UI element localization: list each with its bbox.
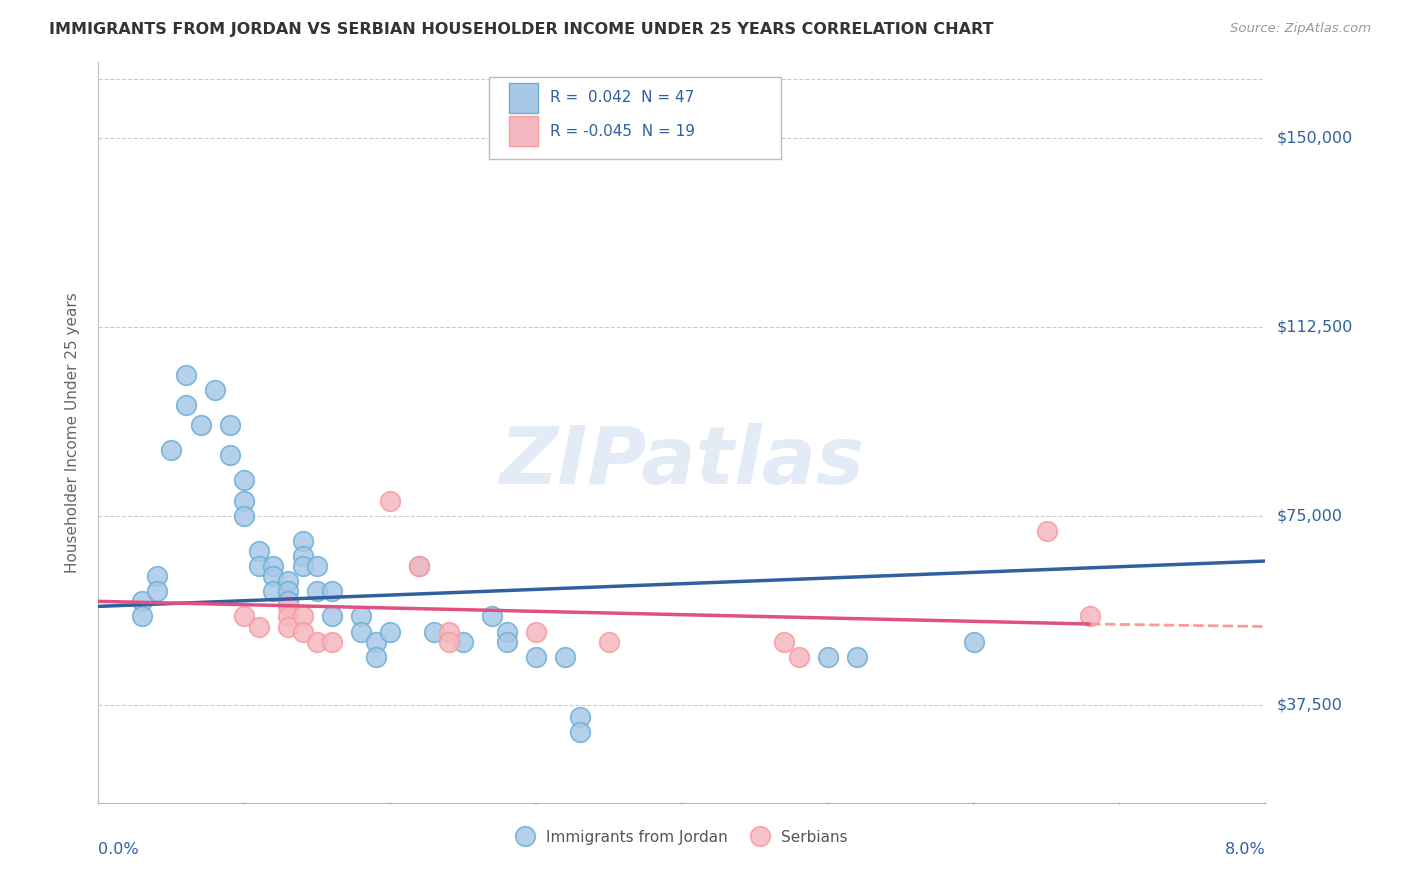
Point bbox=[451, 634, 474, 648]
Point bbox=[291, 559, 314, 574]
Point bbox=[174, 368, 197, 382]
Point bbox=[380, 624, 402, 639]
Text: ZIPatlas: ZIPatlas bbox=[499, 423, 865, 501]
Point bbox=[218, 448, 240, 462]
Point bbox=[437, 634, 460, 648]
Point bbox=[1035, 524, 1057, 538]
Point bbox=[817, 649, 839, 664]
Text: $37,500: $37,500 bbox=[1277, 697, 1343, 712]
Point bbox=[190, 418, 212, 433]
Point bbox=[233, 474, 256, 488]
Point bbox=[277, 574, 299, 589]
Point bbox=[262, 584, 284, 599]
Point bbox=[233, 493, 256, 508]
Point bbox=[1080, 609, 1102, 624]
Point bbox=[364, 649, 387, 664]
Point bbox=[321, 609, 343, 624]
Point bbox=[350, 609, 373, 624]
Point bbox=[321, 634, 343, 648]
Point bbox=[773, 634, 796, 648]
Point bbox=[307, 634, 329, 648]
Point bbox=[146, 584, 169, 599]
Point bbox=[233, 609, 256, 624]
Legend: Immigrants from Jordan, Serbians: Immigrants from Jordan, Serbians bbox=[509, 822, 855, 851]
Point bbox=[131, 594, 153, 608]
Text: R = -0.045  N = 19: R = -0.045 N = 19 bbox=[550, 124, 695, 139]
Point bbox=[262, 569, 284, 583]
Point bbox=[277, 599, 299, 614]
Point bbox=[146, 569, 169, 583]
Point bbox=[598, 634, 620, 648]
Point bbox=[160, 443, 183, 458]
Point bbox=[277, 619, 299, 633]
Text: IMMIGRANTS FROM JORDAN VS SERBIAN HOUSEHOLDER INCOME UNDER 25 YEARS CORRELATION : IMMIGRANTS FROM JORDAN VS SERBIAN HOUSEH… bbox=[49, 22, 994, 37]
Point bbox=[380, 493, 402, 508]
Point bbox=[496, 634, 519, 648]
Text: $150,000: $150,000 bbox=[1277, 130, 1353, 145]
Point bbox=[277, 609, 299, 624]
Point bbox=[524, 624, 547, 639]
Point bbox=[437, 624, 460, 639]
Point bbox=[291, 549, 314, 563]
Point bbox=[408, 559, 430, 574]
Text: 0.0%: 0.0% bbox=[98, 842, 139, 856]
Point bbox=[291, 609, 314, 624]
Point bbox=[174, 398, 197, 412]
Text: R =  0.042  N = 47: R = 0.042 N = 47 bbox=[550, 90, 695, 105]
Point bbox=[408, 559, 430, 574]
Point bbox=[568, 725, 591, 739]
Point bbox=[496, 624, 519, 639]
Point bbox=[204, 383, 226, 397]
Text: $75,000: $75,000 bbox=[1277, 508, 1343, 524]
Text: Source: ZipAtlas.com: Source: ZipAtlas.com bbox=[1230, 22, 1371, 36]
Bar bbox=[509, 83, 538, 112]
Point bbox=[247, 619, 270, 633]
Point bbox=[247, 559, 270, 574]
Point bbox=[291, 533, 314, 548]
Y-axis label: Householder Income Under 25 years: Householder Income Under 25 years bbox=[65, 293, 80, 573]
Bar bbox=[509, 117, 538, 146]
Point bbox=[524, 649, 547, 664]
Point bbox=[291, 624, 314, 639]
Text: $112,500: $112,500 bbox=[1277, 319, 1353, 334]
Point bbox=[321, 584, 343, 599]
Text: 8.0%: 8.0% bbox=[1225, 842, 1265, 856]
Point bbox=[481, 609, 503, 624]
Point bbox=[364, 634, 387, 648]
Point bbox=[233, 508, 256, 523]
Point bbox=[962, 634, 984, 648]
Point bbox=[845, 649, 868, 664]
Point bbox=[277, 584, 299, 599]
Point bbox=[262, 559, 284, 574]
Point bbox=[277, 594, 299, 608]
Point bbox=[307, 584, 329, 599]
Point bbox=[350, 624, 373, 639]
FancyBboxPatch shape bbox=[489, 78, 782, 159]
Point bbox=[307, 559, 329, 574]
Point bbox=[787, 649, 810, 664]
Point bbox=[247, 544, 270, 558]
Point bbox=[131, 609, 153, 624]
Point bbox=[423, 624, 446, 639]
Point bbox=[568, 710, 591, 724]
Point bbox=[554, 649, 576, 664]
Point bbox=[218, 418, 240, 433]
